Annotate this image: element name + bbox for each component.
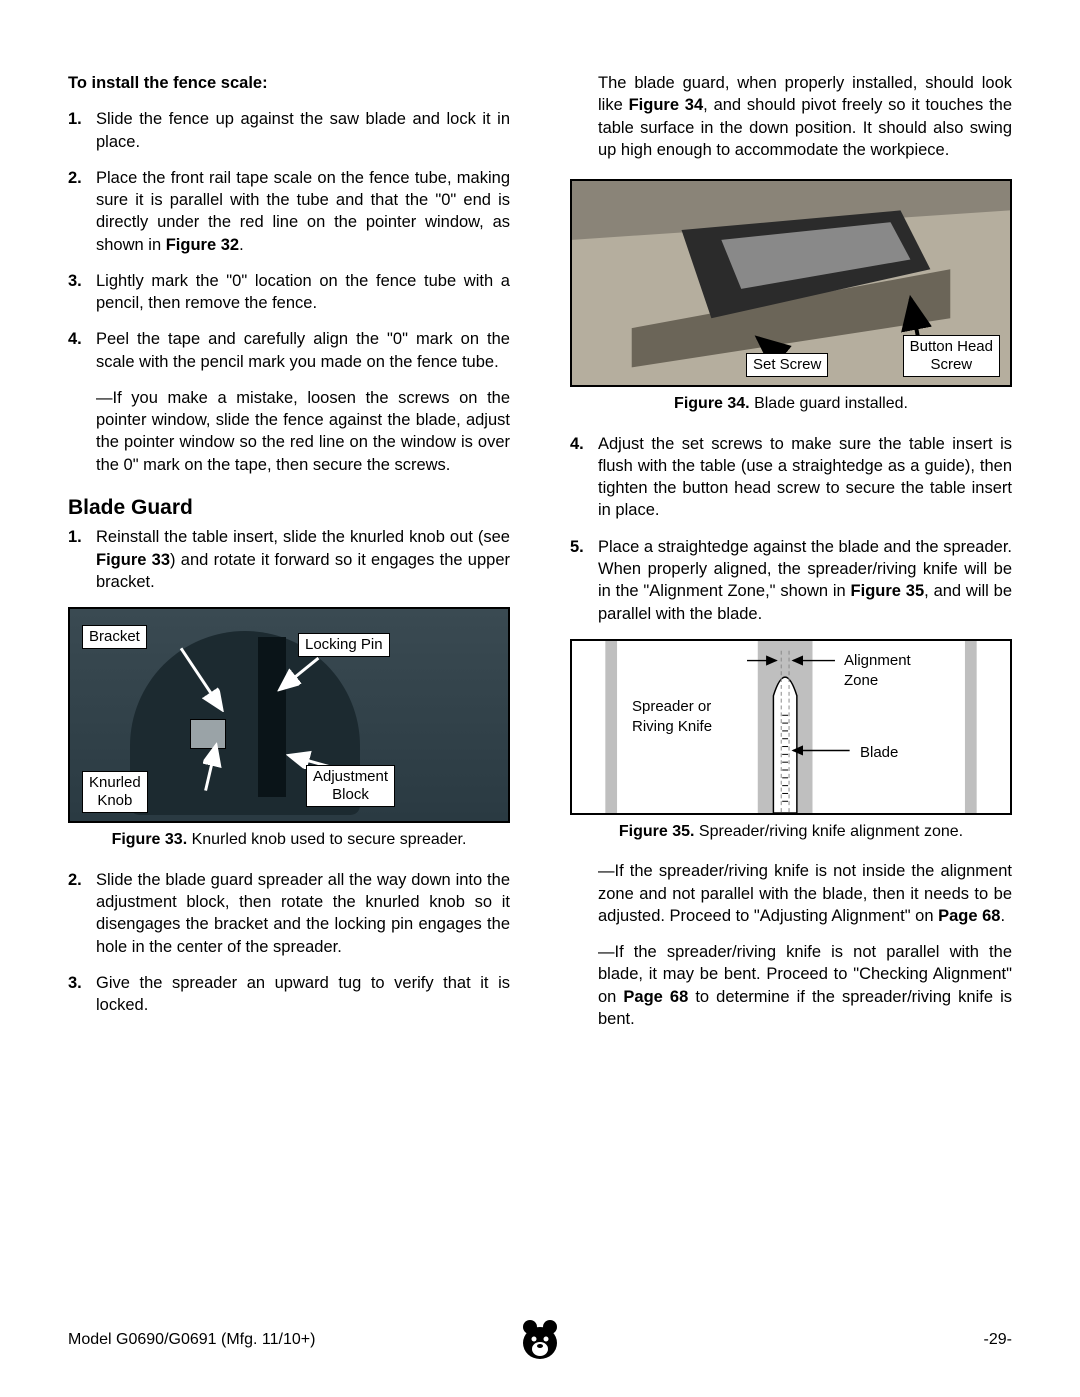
figure-33-caption: Figure 33. Knurled knob used to secure s… (68, 829, 510, 851)
figure-35: Spreader or Riving Knife Alignment Zone … (570, 639, 1012, 815)
spreader-label: Spreader or Riving Knife (632, 697, 712, 738)
adjustment-block-label: Adjustment Block (306, 765, 395, 807)
bracket-label: Bracket (82, 625, 147, 649)
list-item: 1.Slide the fence up against the saw bla… (68, 108, 510, 153)
list-item: 4.Peel the tape and carefully align the … (68, 328, 510, 373)
list-item: 1.Reinstall the table insert, slide the … (68, 526, 510, 593)
alignment-note-1: If the spreader/riving knife is not insi… (598, 860, 1012, 927)
blade-guard-heading: Blade Guard (68, 494, 510, 522)
footer-model: Model G0690/G0691 (Mfg. 11/10+) (68, 1329, 315, 1351)
alignment-zone-label: Alignment Zone (844, 651, 911, 692)
figure-34: Set Screw Button Head Screw (570, 179, 1012, 387)
footer-page: -29- (984, 1329, 1012, 1351)
figure-33: Bracket Locking Pin Knurled Knob Adjustm… (68, 607, 510, 823)
locking-pin-label: Locking Pin (298, 633, 390, 657)
figure-34-caption: Figure 34. Blade guard installed. (570, 393, 1012, 415)
list-item: 4.Adjust the set screws to make sure the… (570, 433, 1012, 522)
list-item: 3.Give the spreader an upward tug to ver… (68, 972, 510, 1017)
blade-guard-intro: The blade guard, when properly installed… (598, 72, 1012, 161)
install-fence-steps: 1.Slide the fence up against the saw bla… (68, 108, 510, 373)
blade-guard-steps-b: 2.Slide the blade guard spreader all the… (68, 869, 510, 1017)
bear-logo-icon (516, 1315, 564, 1363)
mistake-note: If you make a mistake, loosen the screws… (96, 387, 510, 476)
set-screw-label: Set Screw (746, 353, 828, 377)
list-item: 3.Lightly mark the "0" location on the f… (68, 270, 510, 315)
blade-guard-steps-a: 1.Reinstall the table insert, slide the … (68, 526, 510, 593)
figure-35-caption: Figure 35. Spreader/riving knife alignme… (570, 821, 1012, 843)
list-item: 2.Slide the blade guard spreader all the… (68, 869, 510, 958)
left-column: To install the fence scale: 1.Slide the … (68, 72, 510, 1044)
knurled-knob-label: Knurled Knob (82, 771, 148, 813)
right-column: The blade guard, when properly installed… (570, 72, 1012, 1044)
right-steps: 4.Adjust the set screws to make sure the… (570, 433, 1012, 625)
alignment-note-2: If the spreader/riving knife is not para… (598, 941, 1012, 1030)
install-fence-heading: To install the fence scale: (68, 72, 510, 94)
list-item: 2.Place the front rail tape scale on the… (68, 167, 510, 256)
blade-label: Blade (860, 743, 898, 763)
list-item: 5.Place a straightedge against the blade… (570, 536, 1012, 625)
button-head-screw-label: Button Head Screw (903, 335, 1000, 377)
